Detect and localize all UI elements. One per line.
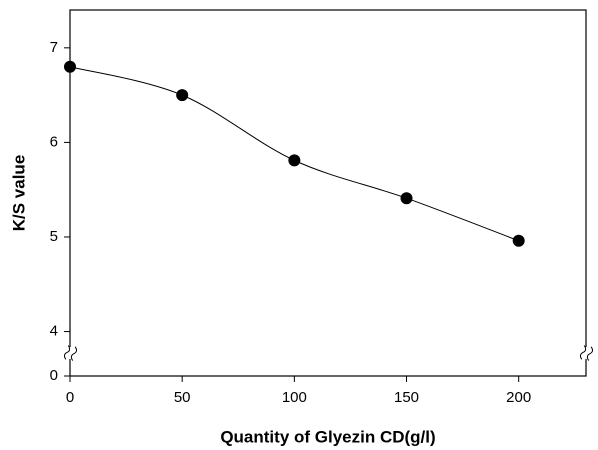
y-axis-label: K/S value <box>9 155 28 232</box>
x-tick-label: 100 <box>282 389 307 406</box>
axis-break-gap <box>578 347 594 359</box>
axis-break-gap <box>62 347 78 359</box>
marker <box>512 234 525 247</box>
marker <box>64 60 76 73</box>
x-tick-label: 0 <box>66 389 74 406</box>
x-tick-label: 50 <box>174 389 191 406</box>
y-tick-label: 5 <box>50 228 58 245</box>
x-axis-label: Quantity of Glyezin CD(g/l) <box>220 427 435 446</box>
marker <box>400 192 413 205</box>
line <box>69 66 519 242</box>
x-tick-label: 150 <box>394 389 419 406</box>
marker <box>176 89 189 102</box>
x-tick-label: 200 <box>506 389 531 406</box>
y-tick-label: 7 <box>50 39 58 56</box>
plot-frame <box>69 9 587 377</box>
marker <box>288 154 301 167</box>
y-tick-label: 0 <box>50 367 58 384</box>
axis-break <box>63 345 78 361</box>
y-tick-label: 6 <box>50 133 58 150</box>
axis-break <box>579 345 594 361</box>
y-tick-label: 4 <box>50 323 58 340</box>
